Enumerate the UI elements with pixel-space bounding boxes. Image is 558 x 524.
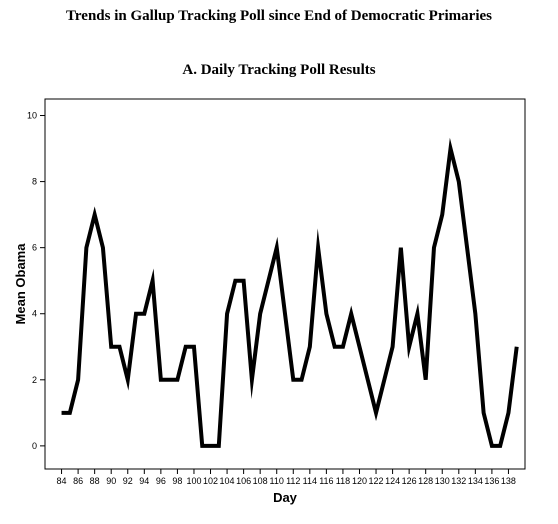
x-tick-label: 122 [369,476,384,486]
y-tick-label: 2 [32,375,37,385]
x-tick-label: 110 [270,476,284,486]
x-tick-label: 84 [57,476,67,486]
y-tick-label: 4 [32,309,37,319]
y-axis: 0 2 4 6 8 10 [27,111,45,451]
plot-frame [44,98,526,470]
x-axis: 84 86 88 90 92 94 96 98 100 102 104 106 108 110 112 114… [57,469,516,486]
x-tick-label: 112 [286,476,300,486]
series-line [61,137,519,448]
x-tick-label: 90 [106,476,116,486]
x-tick-label: 132 [451,476,466,486]
chart-subtitle: A. Daily Tracking Poll Results [182,62,376,78]
x-tick-label: 100 [186,476,201,486]
y-axis-label: Mean Obama [13,243,28,325]
x-tick-label: 92 [123,476,133,486]
x-tick-label: 106 [236,476,251,486]
y-tick-label: 10 [27,111,37,121]
x-tick-label: 120 [352,476,367,486]
x-tick-label: 114 [303,476,317,486]
x-tick-label: 134 [468,476,483,486]
y-tick-label: 8 [32,177,37,187]
x-tick-label: 118 [336,476,350,486]
x-tick-label: 86 [73,476,83,486]
x-tick-label: 126 [402,476,417,486]
x-tick-label: 94 [139,476,149,486]
x-tick-label: 138 [501,476,516,486]
x-tick-label: 96 [156,476,166,486]
x-tick-label: 128 [418,476,433,486]
x-tick-label: 116 [319,476,333,486]
x-tick-label: 98 [172,476,182,486]
x-tick-label: 130 [435,476,450,486]
x-tick-label: 88 [90,476,100,486]
x-axis-label: Day [273,490,298,505]
x-tick-label: 104 [220,476,235,486]
x-tick-label: 108 [253,476,268,486]
y-tick-label: 6 [32,243,37,253]
chart-title: Trends in Gallup Tracking Poll since End… [66,8,492,24]
y-tick-label: 0 [32,441,37,451]
x-tick-label: 102 [203,476,218,486]
x-tick-label: 124 [385,476,400,486]
x-tick-label: 136 [484,476,499,486]
